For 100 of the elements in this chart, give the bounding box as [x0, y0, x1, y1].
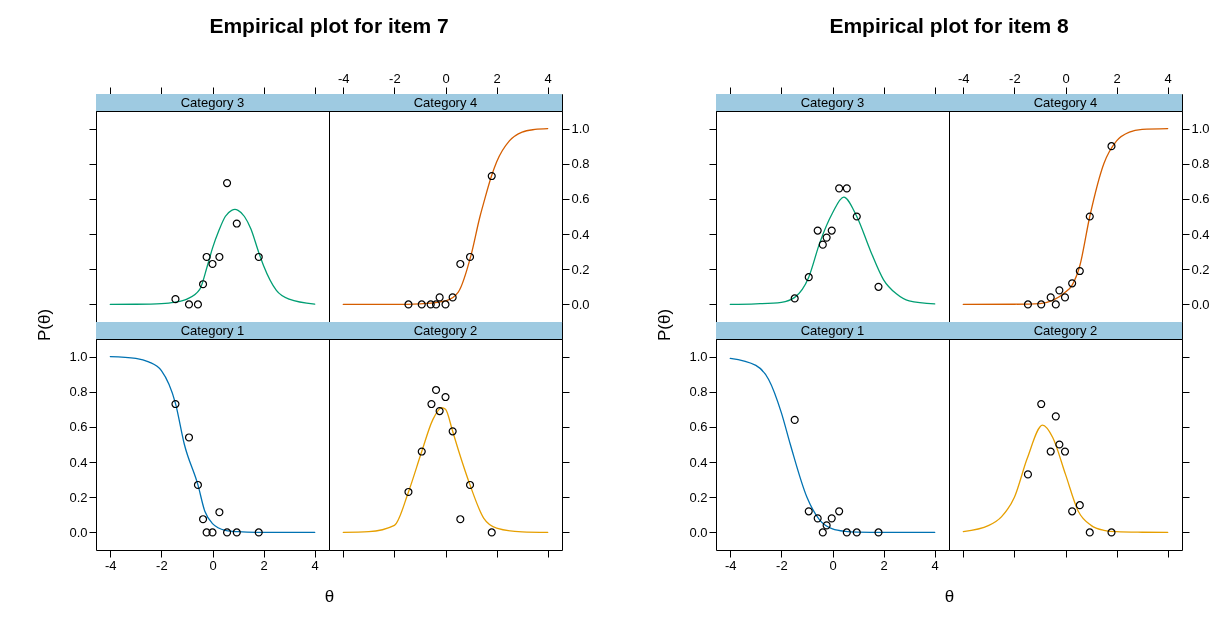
- point: [431, 385, 441, 395]
- point: [208, 259, 217, 269]
- point: [184, 433, 194, 442]
- point: [804, 507, 813, 516]
- point: [465, 252, 475, 261]
- point: [1023, 300, 1033, 309]
- line-series: [342, 127, 549, 306]
- chart-title: Category 1: [800, 322, 865, 338]
- x-tick-label: -2: [389, 70, 401, 86]
- point: [822, 521, 831, 530]
- line-series: [962, 127, 1169, 306]
- point: [208, 528, 217, 537]
- point: [1060, 293, 1070, 302]
- point: [202, 252, 211, 261]
- x-tick-label: 4: [544, 70, 552, 86]
- point: [417, 447, 426, 456]
- text: Empirical plot for item 8: [829, 14, 1069, 38]
- point: [427, 400, 436, 409]
- y-axis-title: P(θ): [34, 308, 54, 342]
- point: [456, 259, 465, 269]
- point: [254, 252, 263, 261]
- point: [215, 252, 224, 261]
- point: [852, 528, 861, 537]
- x-axis-title: θ: [324, 586, 335, 606]
- x-tick-label: 0: [829, 557, 837, 573]
- chart-title: Category 4: [413, 94, 478, 110]
- chart-title: Category 3: [800, 94, 865, 110]
- point: [171, 400, 180, 409]
- point: [1051, 412, 1060, 421]
- point: [1023, 470, 1033, 479]
- x-tick-label: -2: [776, 557, 788, 573]
- point: [448, 427, 457, 436]
- point: [223, 528, 232, 537]
- y-tick-label: 0.4: [1191, 226, 1210, 242]
- x-tick-label: 2: [880, 557, 888, 573]
- x-tick-label: 2: [260, 557, 268, 573]
- point: [193, 300, 202, 309]
- point: [1046, 447, 1055, 456]
- y-tick-label: 0.8: [69, 384, 88, 400]
- x-tick-label: 0: [442, 70, 450, 86]
- point: [198, 515, 208, 524]
- point: [1037, 300, 1046, 309]
- point: [842, 184, 851, 193]
- x-tick-label: 2: [493, 70, 501, 86]
- x-tick-label: 0: [209, 557, 217, 573]
- point: [818, 528, 827, 537]
- y-tick-label: 0.4: [571, 226, 590, 242]
- point: [852, 212, 861, 221]
- point: [1060, 447, 1070, 456]
- point: [193, 480, 202, 489]
- point: [1107, 142, 1116, 151]
- point: [232, 219, 241, 228]
- line-series: [109, 355, 316, 534]
- chart-title: Category 2: [413, 322, 478, 338]
- point: [842, 528, 851, 537]
- y-tick-label: 0.0: [689, 524, 708, 540]
- point: [790, 294, 799, 303]
- point: [1051, 300, 1060, 309]
- point: [426, 300, 435, 309]
- x-tick-label: -4: [105, 557, 117, 573]
- y-tick-label: 0.2: [1191, 261, 1210, 277]
- point: [813, 514, 822, 523]
- point: [223, 179, 232, 188]
- x-tick-label: 4: [931, 557, 939, 573]
- y-tick-label: 0.6: [69, 419, 88, 435]
- point: [1046, 293, 1055, 302]
- x-tick-label: -4: [338, 70, 350, 86]
- chart-title: Category 1: [180, 322, 245, 338]
- point: [874, 528, 883, 537]
- point: [1075, 501, 1084, 510]
- point: [1068, 507, 1077, 516]
- point: [827, 514, 836, 523]
- text: Empirical plot for item 7: [209, 14, 449, 38]
- chart-title: Category 3: [180, 94, 245, 110]
- point: [465, 480, 475, 489]
- y-tick-label: 0.0: [571, 296, 590, 312]
- y-tick-label: 0.4: [689, 454, 708, 470]
- x-tick-label: 2: [1113, 70, 1121, 86]
- x-tick-label: -4: [725, 557, 737, 573]
- y-tick-label: 0.6: [1191, 191, 1210, 207]
- point: [835, 184, 844, 193]
- y-tick-label: 0.0: [1191, 296, 1210, 312]
- x-tick-label: 0: [1062, 70, 1070, 86]
- point: [441, 392, 450, 402]
- point: [1055, 440, 1064, 449]
- point: [1037, 400, 1046, 409]
- y-tick-label: 0.8: [571, 156, 590, 172]
- x-tick-label: -2: [1009, 70, 1021, 86]
- y-tick-label: 0.2: [571, 261, 590, 277]
- point: [441, 300, 450, 309]
- y-tick-label: 0.6: [689, 419, 708, 435]
- point: [431, 300, 441, 309]
- y-axis-title: P(θ): [654, 308, 674, 342]
- point: [448, 293, 457, 302]
- x-axis-title: θ: [944, 586, 955, 606]
- point: [1068, 279, 1077, 288]
- point: [790, 415, 799, 424]
- chart-title: Category 2: [1033, 322, 1098, 338]
- y-tick-label: 0.4: [69, 454, 88, 470]
- point: [435, 293, 444, 302]
